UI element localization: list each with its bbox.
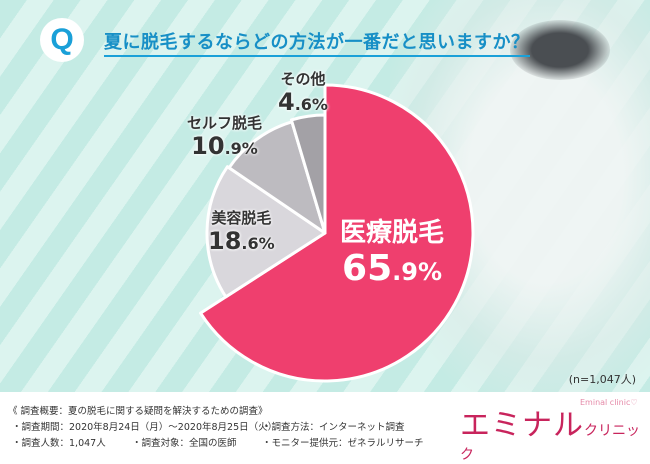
slice-name: セルフ脱毛	[187, 114, 263, 132]
survey-period: ・調査期間：2020年8月24日（月）～2020年8月25日（火）	[12, 422, 278, 433]
slice-label-medical: 医療脱毛 65.9%	[340, 212, 444, 292]
eminal-clinic-logo: エミナルクリニック Eminal clinic♡	[460, 398, 640, 463]
footer	[0, 392, 650, 450]
slice-name: 美容脱毛	[211, 209, 272, 227]
survey-heading: 《 調査概要：夏の脱毛に関する疑問を解決するための調査》	[8, 406, 268, 417]
question-badge: Q	[40, 18, 84, 62]
sample-size-note: (n=1,047人)	[568, 373, 636, 386]
question-title: 夏に脱毛するならどの方法が一番だと思いますか？	[104, 28, 530, 57]
slice-value: 10.9%	[191, 132, 258, 160]
pie-chart	[199, 83, 475, 383]
slice-other	[289, 113, 327, 235]
survey-method: ・調査方法：インターネット調査	[262, 422, 405, 433]
slice-value: 18.6%	[208, 227, 275, 255]
slice-value: 65.9%	[342, 248, 442, 289]
slice-label-self: セルフ脱毛 10.9%	[187, 112, 262, 162]
slice-medical	[199, 83, 475, 383]
survey-provider: ・モニター提供元：ゼネラルリサーチ	[262, 438, 424, 449]
slice-name: その他	[280, 70, 326, 88]
slice-self	[227, 120, 327, 235]
slice-beauty	[205, 165, 327, 299]
background-photo-hair	[510, 20, 610, 80]
slice-name: 医療脱毛	[340, 218, 445, 248]
slice-label-beauty: 美容脱毛 18.6%	[208, 207, 275, 257]
slice-label-other: その他 4.6%	[278, 68, 328, 118]
survey-target: ・調査対象：全国の医師	[132, 438, 237, 449]
survey-count: ・調査人数：1,047人	[12, 438, 106, 449]
slice-value: 4.6%	[278, 88, 328, 116]
